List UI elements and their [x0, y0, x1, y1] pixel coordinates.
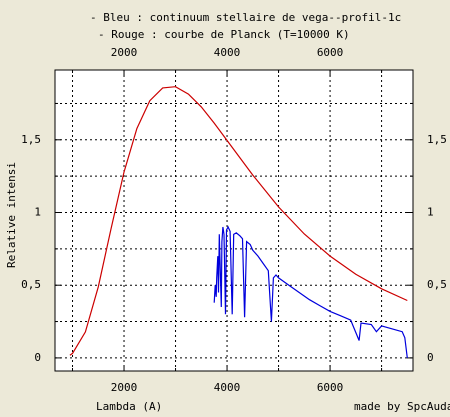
x-tick-label: 2000	[111, 381, 138, 394]
legend-entry: - Bleu : continuum stellaire de vega--pr…	[90, 11, 401, 24]
credit: made by SpcAudac	[354, 400, 450, 413]
y-tick-label-right: 1	[427, 206, 434, 219]
x-tick-label-top: 4000	[214, 46, 241, 59]
x-tick-label: 6000	[317, 381, 344, 394]
data-line	[69, 86, 408, 356]
plot-area	[54, 69, 414, 372]
y-tick-label-right: 0	[427, 351, 434, 364]
x-axis-label: Lambda (A)	[96, 400, 162, 413]
y-tick-label: 1	[34, 206, 41, 219]
y-tick-label: 0,5	[21, 278, 41, 291]
y-tick-label: 0	[34, 351, 41, 364]
x-tick-label-top: 6000	[317, 46, 344, 59]
x-tick-label: 4000	[214, 381, 241, 394]
y-tick-label: 1,5	[21, 133, 41, 146]
y-axis-label: Relative intensi	[5, 162, 18, 268]
y-tick-label-right: 1,5	[427, 133, 447, 146]
data-line	[213, 225, 408, 358]
y-tick-label-right: 0,5	[427, 278, 447, 291]
legend-entry: - Rouge : courbe de Planck (T=10000 K)	[98, 28, 350, 41]
x-tick-label-top: 2000	[111, 46, 138, 59]
